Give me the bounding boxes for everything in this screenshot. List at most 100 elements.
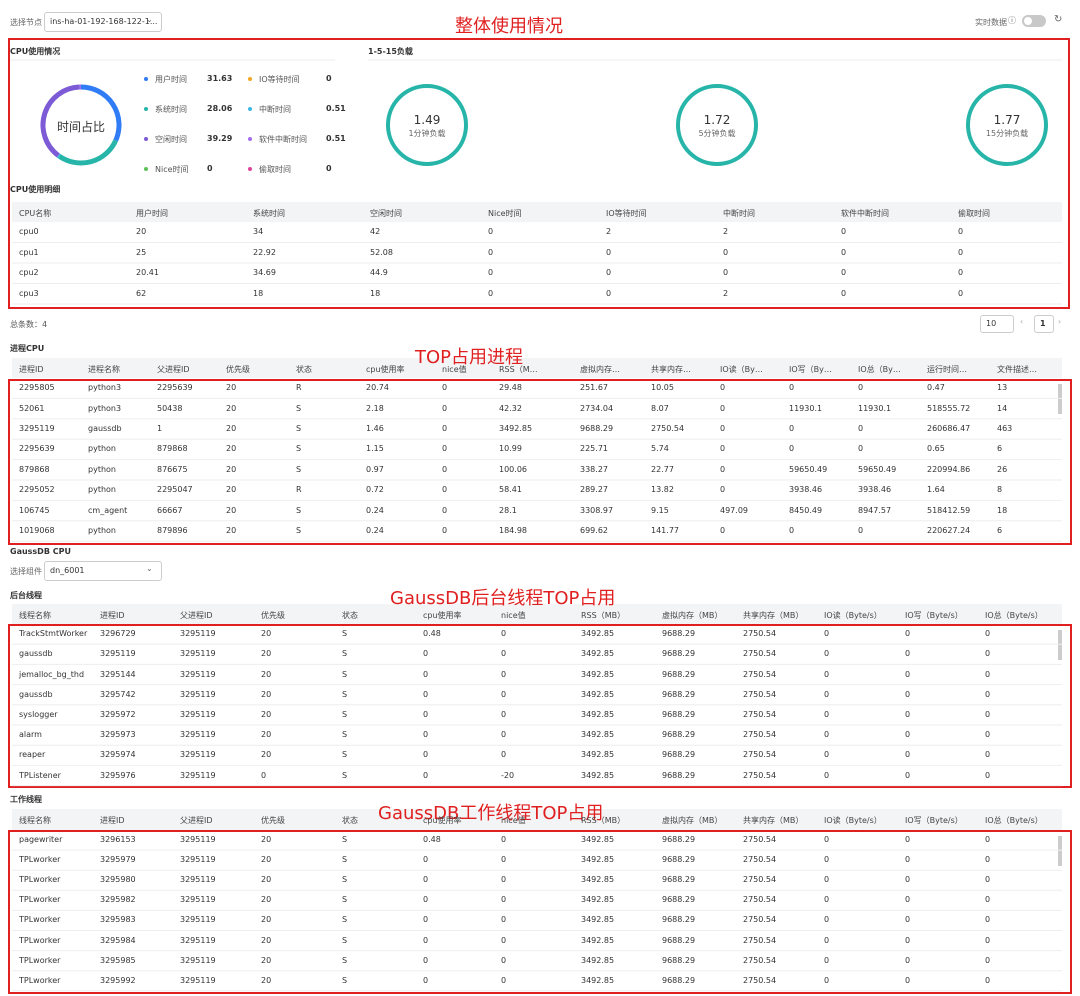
table-cell: 879896 bbox=[157, 526, 188, 535]
table-cell: reaper bbox=[19, 750, 46, 760]
table-cell: 22.92 bbox=[253, 247, 276, 257]
prev-icon[interactable]: ‹ bbox=[1020, 317, 1024, 326]
column-header: IO写（Byte/s） bbox=[905, 611, 963, 620]
table-cell: 20 bbox=[226, 505, 237, 515]
table-cell: 497.09 bbox=[720, 505, 748, 515]
legend-value: 39.29 bbox=[207, 134, 233, 143]
table-cell: 0 bbox=[488, 288, 494, 298]
table-cell: 10.99 bbox=[499, 444, 522, 454]
legend-dot bbox=[248, 137, 252, 141]
table-cell: 20 bbox=[226, 444, 237, 454]
table-cell: 9688.29 bbox=[662, 689, 696, 699]
column-header: 共享内存（MB） bbox=[743, 611, 804, 620]
table-cell: gaussdb bbox=[19, 649, 53, 659]
table-cell: 3295742 bbox=[100, 689, 136, 699]
legend-value: 0 bbox=[326, 74, 332, 83]
table-cell: 2750.54 bbox=[743, 915, 777, 925]
column-header: 共享内存… bbox=[651, 365, 691, 374]
table-cell: 0 bbox=[824, 770, 830, 780]
section-title: CPU使用明细 bbox=[10, 185, 61, 194]
table-cell: S bbox=[296, 505, 302, 515]
legend-dot bbox=[248, 107, 252, 111]
table-cell: 0 bbox=[423, 689, 429, 699]
table-cell: 0 bbox=[905, 649, 911, 659]
table-cell: 3492.85 bbox=[581, 730, 615, 740]
column-header: cpu使用率 bbox=[423, 611, 462, 620]
table-cell: 2750.54 bbox=[743, 629, 777, 639]
donut-segment bbox=[40, 84, 80, 158]
table-cell: 3295972 bbox=[100, 709, 136, 719]
table-cell: 0 bbox=[905, 955, 911, 965]
table-cell: cpu0 bbox=[19, 227, 39, 237]
table-cell: 3938.46 bbox=[858, 485, 892, 495]
legend-name: 用户时间 bbox=[155, 75, 187, 84]
page-size-select[interactable] bbox=[980, 315, 1014, 333]
table-cell: 8 bbox=[997, 485, 1003, 495]
section-title: 工作线程 bbox=[10, 795, 42, 804]
node-select[interactable] bbox=[44, 12, 162, 32]
table-cell: 2750.54 bbox=[743, 750, 777, 760]
scrollbar bbox=[1058, 384, 1062, 414]
table-cell: 3295983 bbox=[100, 915, 136, 925]
component-select[interactable] bbox=[44, 561, 162, 581]
table-cell: 0 bbox=[824, 875, 830, 885]
column-header: 文件描述… bbox=[997, 365, 1037, 374]
column-header: IO总（By… bbox=[858, 365, 901, 374]
donut-segment bbox=[80, 84, 122, 142]
table-cell: 0.48 bbox=[423, 835, 441, 845]
legend-dot bbox=[144, 137, 148, 141]
table-cell: 0 bbox=[720, 424, 726, 433]
table-cell: S bbox=[342, 955, 348, 965]
table-cell: 0 bbox=[985, 895, 991, 905]
table-cell: 0 bbox=[501, 649, 507, 659]
table-cell: 1.15 bbox=[366, 444, 384, 454]
refresh-icon[interactable]: ↻ bbox=[1054, 14, 1063, 25]
table-cell: 3492.85 bbox=[581, 689, 615, 699]
table-cell: 2750.54 bbox=[743, 709, 777, 719]
table-cell: 2750.54 bbox=[743, 955, 777, 965]
table-cell: 0 bbox=[423, 709, 429, 719]
legend-dot bbox=[144, 107, 148, 111]
load-label: 5分钟负载 bbox=[698, 129, 736, 138]
page-number: 1 bbox=[1040, 319, 1046, 328]
dropdown-icon: ⌄ bbox=[146, 564, 153, 573]
table-cell: 3492.85 bbox=[581, 975, 615, 985]
legend-name: 系统时间 bbox=[155, 105, 187, 114]
table-cell: R bbox=[296, 485, 302, 495]
table-cell: 0 bbox=[723, 247, 729, 257]
legend-value: 28.06 bbox=[207, 104, 233, 113]
table-cell: 6 bbox=[997, 526, 1003, 535]
table-cell: 0 bbox=[905, 975, 911, 985]
table-cell: 13 bbox=[997, 383, 1008, 393]
table-cell: 50438 bbox=[157, 403, 183, 413]
table-cell: S bbox=[342, 750, 348, 760]
table-cell: S bbox=[296, 464, 302, 474]
table-cell: 0 bbox=[985, 935, 991, 945]
table-cell: 0 bbox=[905, 709, 911, 719]
table-cell: 42.32 bbox=[499, 403, 522, 413]
table-cell: 0 bbox=[501, 835, 507, 845]
table-cell: 34 bbox=[253, 227, 264, 237]
page-button[interactable] bbox=[1034, 315, 1054, 333]
table-cell: 3295119 bbox=[180, 915, 216, 925]
table-cell: 42 bbox=[370, 227, 381, 237]
table-cell: 3295119 bbox=[180, 689, 216, 699]
column-header: 运行时间… bbox=[927, 365, 967, 374]
table-cell: 3295119 bbox=[180, 955, 216, 965]
table-cell: 2750.54 bbox=[651, 424, 685, 433]
table-cell: 3492.85 bbox=[581, 855, 615, 865]
table-cell: 20 bbox=[261, 835, 272, 845]
next-icon[interactable]: › bbox=[1058, 317, 1062, 326]
table-cell: 9688.29 bbox=[662, 935, 696, 945]
table-cell: 20.74 bbox=[366, 383, 389, 393]
table-cell: S bbox=[342, 855, 348, 865]
table-cell: 3492.85 bbox=[581, 649, 615, 659]
table-cell: 20 bbox=[261, 689, 272, 699]
legend-name: 软件中断时间 bbox=[259, 135, 307, 144]
table-cell: 28.1 bbox=[499, 505, 517, 515]
table-cell: 1 bbox=[157, 424, 163, 433]
table-cell: 0 bbox=[789, 526, 795, 535]
load-value: 1.72 bbox=[703, 113, 731, 127]
column-header: 进程名称 bbox=[88, 365, 120, 374]
table-cell: 52061 bbox=[19, 403, 45, 413]
